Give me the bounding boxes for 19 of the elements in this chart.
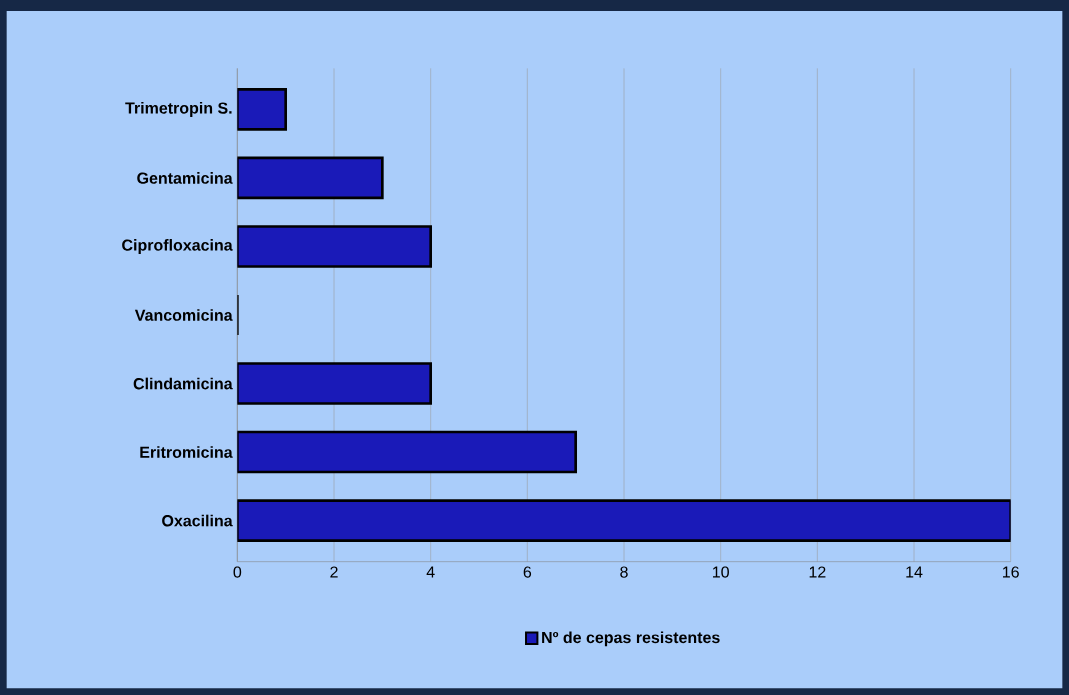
x-tick-label: 6 [523,566,532,578]
y-tick-label: Eritromicina [140,446,233,458]
y-tick-label: Clindamicina [133,377,233,390]
x-tick-label: 0 [233,566,242,578]
x-tick-label: 8 [620,566,628,578]
y-tick-label: Ciprofloxacina [122,239,233,254]
y-tick-label: Trimetropin S. [125,101,232,117]
y-tick-label: Oxacilina [162,514,233,527]
x-tick-label: 12 [809,566,826,578]
y-tick-label: Gentamicina [137,172,233,184]
x-tick-label: 10 [712,566,729,578]
x-tick-label: 4 [426,566,435,578]
bar [237,156,384,200]
y-tick-label: Vancomicina [134,309,233,321]
x-tick-label: 16 [1003,566,1019,578]
x-tick-label: 14 [906,566,923,578]
legend-label: Nº de cepas resistentes [542,631,720,647]
bar [237,499,1011,542]
x-tick-label: 2 [330,566,338,578]
